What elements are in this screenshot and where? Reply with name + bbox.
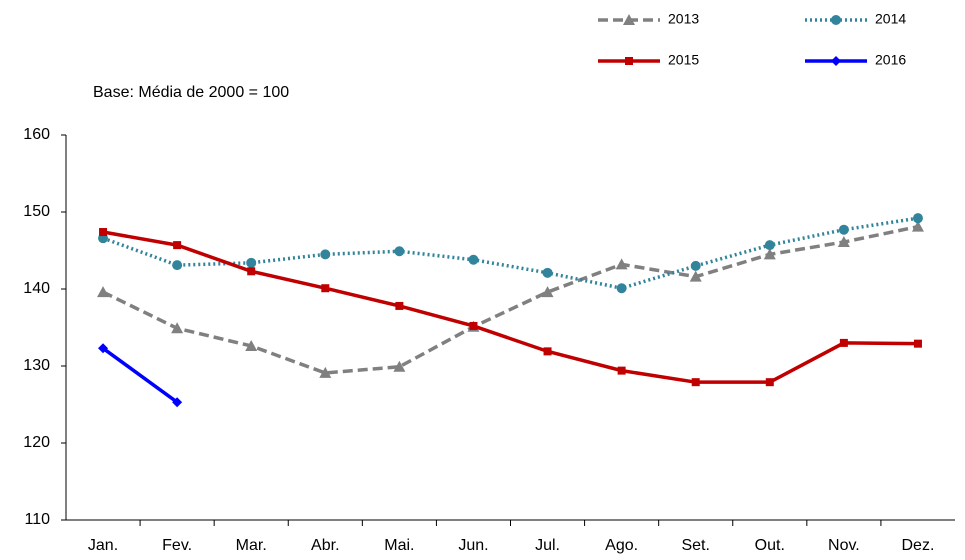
- series-line: [102, 346, 179, 404]
- marker: [99, 228, 108, 237]
- marker: [912, 213, 923, 224]
- legend-label: 2013: [668, 11, 699, 27]
- marker: [247, 267, 256, 276]
- legend-marker: [831, 56, 841, 66]
- x-tick-label: Mai.: [384, 537, 414, 554]
- series-line: [102, 216, 919, 291]
- marker: [171, 322, 184, 334]
- marker: [468, 254, 479, 265]
- x-tick-label: Dez.: [902, 537, 935, 554]
- legend-label: 2016: [875, 52, 906, 68]
- marker: [173, 241, 182, 250]
- marker: [97, 286, 110, 298]
- marker: [543, 347, 552, 356]
- x-tick-label: Abr.: [311, 537, 339, 554]
- marker: [913, 339, 922, 348]
- marker: [321, 284, 330, 293]
- y-tick-label: 130: [23, 357, 50, 374]
- marker: [839, 338, 848, 347]
- marker: [394, 246, 405, 257]
- marker: [837, 236, 850, 248]
- marker: [690, 260, 701, 271]
- y-tick-label: 120: [23, 434, 50, 451]
- marker: [765, 378, 774, 387]
- x-tick-label: Jul.: [535, 537, 560, 554]
- marker: [469, 321, 478, 330]
- y-tick-label: 110: [24, 511, 50, 528]
- marker: [393, 360, 406, 372]
- x-tick-label: Set.: [681, 537, 709, 554]
- marker: [691, 378, 700, 387]
- legend-label: 2015: [668, 52, 699, 68]
- marker: [541, 286, 554, 298]
- y-tick-label: 160: [23, 126, 50, 143]
- marker: [246, 257, 257, 268]
- y-tick-label: 150: [23, 203, 50, 220]
- series-line: [102, 224, 919, 375]
- marker: [245, 339, 258, 351]
- x-tick-label: Fev.: [162, 537, 192, 554]
- x-tick-label: Jun.: [458, 537, 488, 554]
- marker: [395, 301, 404, 310]
- marker: [617, 366, 626, 375]
- marker: [911, 220, 924, 232]
- marker: [838, 224, 849, 235]
- annotation: Base: Média de 2000 = 100: [93, 84, 289, 101]
- x-tick-label: Jan.: [88, 537, 118, 554]
- x-tick-label: Nov.: [828, 537, 860, 554]
- y-tick-label: 140: [23, 280, 50, 297]
- legend-marker: [623, 14, 635, 25]
- marker: [764, 240, 775, 251]
- marker: [172, 260, 183, 271]
- marker: [98, 343, 109, 354]
- x-tick-label: Ago.: [605, 537, 638, 554]
- marker: [172, 397, 183, 408]
- marker: [689, 270, 702, 282]
- legend-marker: [625, 57, 633, 65]
- x-tick-label: Out.: [755, 537, 785, 554]
- marker: [319, 366, 332, 378]
- marker: [542, 267, 553, 278]
- legend-marker: [831, 15, 841, 25]
- marker: [763, 248, 776, 260]
- series-line: [102, 230, 918, 384]
- x-tick-label: Mar.: [236, 537, 267, 554]
- marker: [616, 283, 627, 294]
- legend-label: 2014: [875, 11, 906, 27]
- marker: [320, 249, 331, 260]
- marker: [615, 258, 628, 270]
